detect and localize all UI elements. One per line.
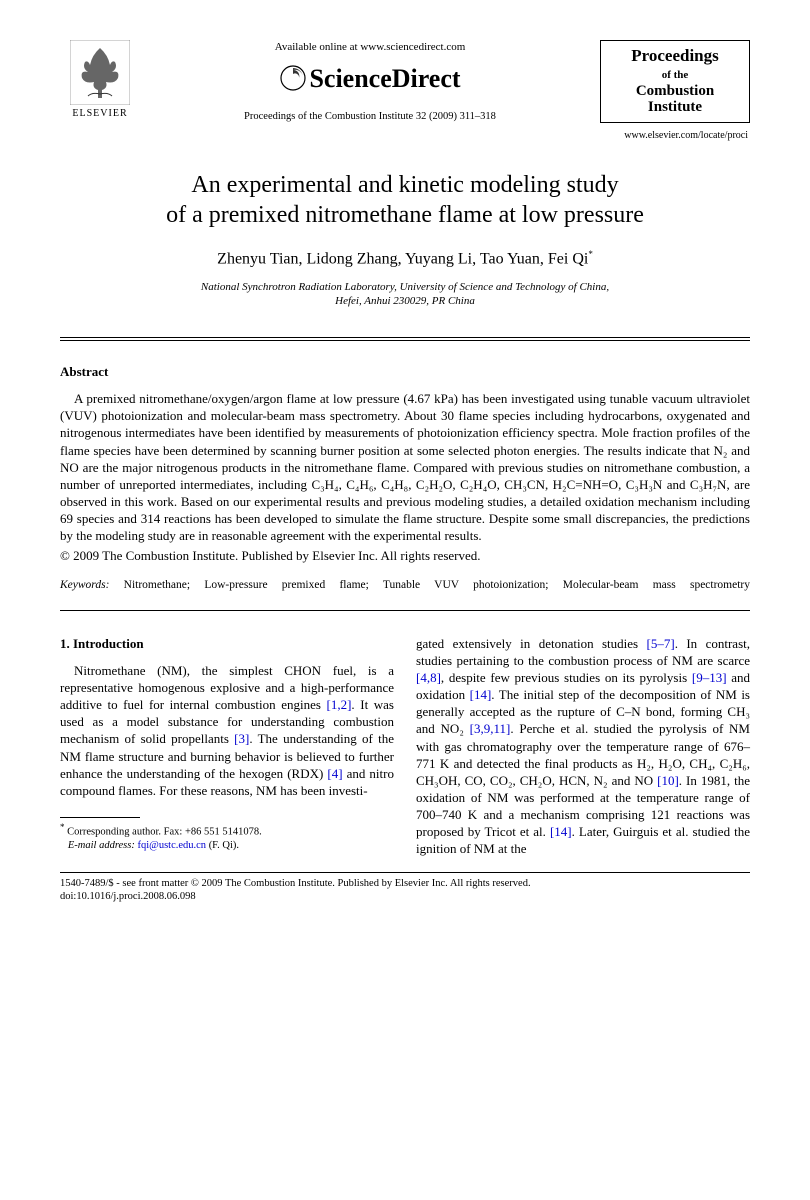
- corresponding-mark: *: [588, 249, 593, 259]
- column-right: gated extensively in detonation studies …: [416, 635, 750, 858]
- header-row: ELSEVIER Available online at www.science…: [60, 40, 750, 142]
- journal-url: www.elsevier.com/locate/proci: [600, 129, 750, 143]
- ref-link[interactable]: [5–7]: [647, 636, 675, 651]
- ref-link[interactable]: [3]: [234, 731, 249, 746]
- citation-text: Proceedings of the Combustion Institute …: [150, 110, 590, 124]
- footnote-email-label: E-mail address:: [68, 840, 135, 851]
- available-online-text: Available online at www.sciencedirect.co…: [150, 40, 590, 55]
- footnote-mark: *: [60, 822, 65, 832]
- divider-thin: [60, 340, 750, 341]
- ref-link[interactable]: [14]: [550, 824, 572, 839]
- intro-para-1: Nitromethane (NM), the simplest CHON fue…: [60, 662, 394, 799]
- journal-title-box: Proceedings of the Combustion Institute: [600, 40, 750, 123]
- ref-link[interactable]: [9–13]: [692, 670, 727, 685]
- ref-link[interactable]: [10]: [657, 773, 679, 788]
- abstract-body: A premixed nitromethane/oxygen/argon fla…: [60, 390, 750, 544]
- elsevier-label: ELSEVIER: [72, 107, 127, 121]
- keywords-text: Nitromethane; Low-pressure premixed flam…: [124, 579, 750, 591]
- email-link[interactable]: fqi@ustc.edu.cn: [137, 840, 206, 851]
- ref-link[interactable]: [4,8]: [416, 670, 441, 685]
- footer-line-1: 1540-7489/$ - see front matter © 2009 Th…: [60, 878, 531, 889]
- sciencedirect-text: ScienceDirect: [309, 61, 460, 96]
- abstract-copyright: © 2009 The Combustion Institute. Publish…: [60, 547, 750, 565]
- intro-para-1-cont: gated extensively in detonation studies …: [416, 635, 750, 858]
- ref-link[interactable]: [1,2]: [327, 697, 352, 712]
- footer-text: 1540-7489/$ - see front matter © 2009 Th…: [60, 877, 750, 904]
- section-1-heading: 1. Introduction: [60, 635, 394, 652]
- elsevier-tree-logo: [70, 40, 130, 105]
- journal-title: Proceedings: [605, 47, 745, 66]
- keywords-block: Keywords: Nitromethane; Low-pressure pre…: [60, 578, 750, 594]
- footnote-block: * Corresponding author. Fax: +86 551 514…: [60, 822, 394, 853]
- affiliation-line-2: Hefei, Anhui 230029, PR China: [335, 295, 475, 307]
- column-left: 1. Introduction Nitromethane (NM), the s…: [60, 635, 394, 858]
- affiliation: National Synchrotron Radiation Laborator…: [60, 280, 750, 309]
- authors-line: Zhenyu Tian, Lidong Zhang, Yuyang Li, Ta…: [60, 248, 750, 270]
- header-center: Available online at www.sciencedirect.co…: [140, 40, 600, 124]
- journal-sub-3: Institute: [605, 99, 745, 116]
- ref-link[interactable]: [4]: [327, 766, 342, 781]
- footnote-corresponding: Corresponding author. Fax: +86 551 51410…: [67, 826, 262, 837]
- elsevier-block: ELSEVIER: [60, 40, 140, 121]
- journal-sub-1: of the: [605, 68, 745, 83]
- footnote-separator: [60, 817, 140, 818]
- authors-text: Zhenyu Tian, Lidong Zhang, Yuyang Li, Ta…: [217, 250, 588, 267]
- keywords-label: Keywords:: [60, 579, 109, 591]
- footer-separator: [60, 872, 750, 873]
- body-columns: 1. Introduction Nitromethane (NM), the s…: [60, 635, 750, 858]
- journal-sub-2: Combustion: [605, 83, 745, 100]
- affiliation-line-1: National Synchrotron Radiation Laborator…: [201, 281, 609, 293]
- title-line-1: An experimental and kinetic modeling stu…: [191, 172, 618, 198]
- title-line-2: of a premixed nitromethane flame at low …: [166, 202, 644, 228]
- ref-link[interactable]: [14]: [470, 687, 492, 702]
- abstract-heading: Abstract: [60, 363, 750, 381]
- journal-block: Proceedings of the Combustion Institute …: [600, 40, 750, 142]
- article-title: An experimental and kinetic modeling stu…: [60, 170, 750, 230]
- ref-link[interactable]: [3,9,11]: [470, 721, 511, 736]
- footer-line-2: doi:10.1016/j.proci.2008.06.098: [60, 891, 196, 902]
- divider-mid: [60, 610, 750, 611]
- footnote-email-name: (F. Qi).: [209, 840, 239, 851]
- sciencedirect-swirl-icon: [279, 64, 307, 92]
- divider-thick: [60, 337, 750, 338]
- sciencedirect-logo: ScienceDirect: [279, 61, 460, 96]
